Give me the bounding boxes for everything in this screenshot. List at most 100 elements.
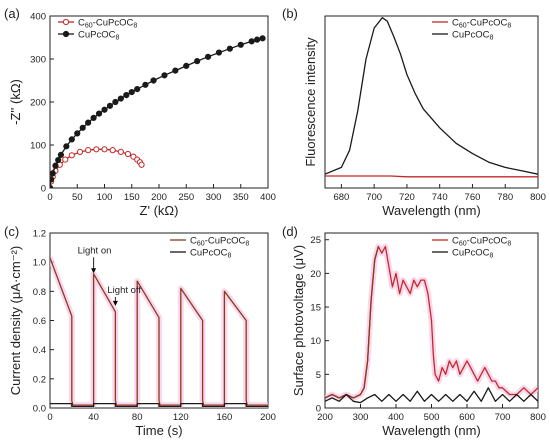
legend-text-part: C — [452, 18, 459, 29]
x-tick-label: 350 — [233, 192, 249, 203]
series-1 — [50, 35, 266, 188]
series-0 — [50, 256, 268, 408]
x-tick-label: 700 — [495, 412, 511, 423]
x-tick-label: 400 — [260, 192, 276, 203]
y-tick-label: 15 — [310, 303, 321, 314]
y-tick-label: 1.2 — [33, 229, 46, 240]
panel-label: (b) — [282, 6, 298, 21]
panel-a: (a) 0 50 100 150 200 250 300 350 400 0 100 200 300 400… — [4, 6, 276, 218]
legend-label: CuPcOC8 — [78, 30, 119, 42]
data-point — [183, 62, 190, 69]
legend-label: C60-CuPcOC8 — [78, 18, 137, 30]
x-axis-label: Time (s) — [135, 423, 182, 438]
data-point — [63, 143, 70, 150]
legend-text-part: C — [78, 18, 85, 29]
x-tick-label: 160 — [216, 412, 232, 423]
data-point — [248, 38, 255, 45]
y-axis-label: Fluorescence intensity — [303, 37, 318, 167]
x-tick-label: 780 — [497, 192, 513, 203]
legend-label: CuPcOC8 — [190, 248, 231, 260]
x-tick-label: 800 — [530, 412, 546, 423]
series-1 — [325, 17, 538, 175]
data-point — [95, 110, 103, 117]
annotation-text: Light off — [107, 285, 141, 296]
y-tick-label: 5 — [316, 370, 321, 381]
legend-text-part: C — [190, 236, 197, 247]
data-point — [57, 151, 65, 158]
data-point — [138, 161, 145, 168]
legend-entry: C60-CuPcOC8 — [58, 18, 137, 30]
data-point — [74, 130, 81, 137]
legend-label: C60-CuPcOC8 — [452, 236, 511, 248]
legend-entry: CuPcOC8 — [432, 30, 493, 42]
data-point — [254, 36, 261, 43]
y-tick-label: 0.6 — [33, 316, 46, 327]
x-tick-label: 680 — [333, 192, 349, 203]
data-point — [112, 98, 119, 106]
series-line — [50, 257, 268, 406]
y-tick-label: 0.8 — [33, 287, 46, 298]
x-tick-label: 0 — [47, 412, 52, 423]
series-line — [50, 37, 263, 188]
data-point — [50, 184, 54, 188]
y-tick-label: 300 — [30, 55, 46, 66]
axes-frame — [49, 15, 269, 189]
x-tick-label: 760 — [465, 192, 481, 203]
legend-entry: CuPcOC8 — [170, 248, 231, 260]
panel-c: (c) 0 40 80 120 160 200 0.0 0.2 0.4 0.6 0.8 1.0 1.2 Ti… — [4, 224, 276, 438]
data-point — [237, 41, 244, 48]
y-tick-label: 1.0 — [33, 258, 46, 269]
panel-label: (d) — [282, 224, 298, 239]
legend-label: CuPcOC8 — [452, 30, 493, 42]
data-point — [161, 72, 168, 79]
legend-text-part: CuPcOC — [190, 248, 228, 259]
annotation-arrowhead — [91, 268, 97, 274]
annotation-text: Light on — [78, 245, 112, 256]
y-tick-label: 0.0 — [33, 404, 46, 415]
legend-text-part: CuPcOC — [452, 30, 490, 41]
x-tick-label: 500 — [424, 412, 440, 423]
panel-label: (a) — [4, 6, 20, 21]
y-tick-label: 100 — [30, 141, 46, 152]
y-tick-label: 20 — [310, 269, 321, 280]
y-tick-label: 0 — [41, 184, 46, 195]
legend-text-part: -CuPcOC — [205, 236, 246, 247]
data-point — [79, 124, 86, 131]
legend-entry: CuPcOC8 — [432, 248, 493, 260]
legend-entry: C60-CuPcOC8 — [432, 236, 511, 248]
x-tick-label: 740 — [432, 192, 448, 203]
x-tick-label: 200 — [317, 412, 333, 423]
y-tick-label: 0 — [316, 404, 321, 415]
x-tick-label: 300 — [206, 192, 222, 203]
legend-entry: C60-CuPcOC8 — [432, 18, 511, 30]
legend-entry: CuPcOC8 — [58, 30, 119, 42]
legend-text-part: 8 — [489, 35, 493, 42]
legend-text-part: 8 — [133, 23, 137, 30]
legend-text-part: C — [452, 236, 459, 247]
data-point — [123, 92, 130, 99]
series-line — [50, 402, 268, 408]
data-point — [117, 148, 124, 155]
series-line — [325, 17, 538, 175]
panel-d: (d) 200 300 400 500 600 700 800 0 5 10 15 20 25 Wavele… — [282, 224, 546, 438]
data-point — [52, 162, 59, 169]
legend-text-part: 60 — [197, 241, 205, 248]
legend-marker — [62, 18, 70, 26]
data-point — [134, 86, 141, 93]
legend-text-part: 8 — [507, 241, 511, 248]
legend-label: CuPcOC8 — [452, 248, 493, 260]
x-tick-label: 50 — [72, 192, 83, 203]
data-point — [85, 119, 92, 126]
legend-text-part: 8 — [115, 35, 119, 42]
legend-text-part: 8 — [489, 253, 493, 260]
data-point — [142, 81, 149, 88]
x-tick-label: 600 — [459, 412, 475, 423]
y-axis-label: Current density (μA·cm⁻²) — [8, 246, 23, 395]
series-line — [325, 245, 538, 399]
data-point — [117, 95, 124, 102]
annotation: Light on — [78, 245, 112, 274]
x-axis-label: Wavelength (nm) — [382, 423, 481, 438]
data-point — [101, 146, 108, 153]
legend-text-part: 8 — [507, 23, 511, 30]
data-point — [76, 148, 84, 155]
